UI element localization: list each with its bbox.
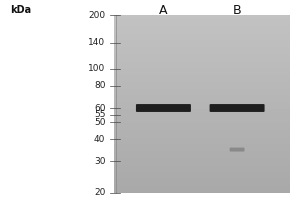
Text: 55: 55 <box>94 110 105 119</box>
Text: kDa: kDa <box>10 5 32 15</box>
Text: 140: 140 <box>88 38 105 47</box>
Text: B: B <box>233 4 242 17</box>
FancyBboxPatch shape <box>210 104 265 112</box>
Text: 200: 200 <box>88 11 105 20</box>
Text: 40: 40 <box>94 135 105 144</box>
FancyBboxPatch shape <box>136 104 191 112</box>
Text: 80: 80 <box>94 81 105 90</box>
FancyBboxPatch shape <box>230 148 244 152</box>
Text: 30: 30 <box>94 157 105 166</box>
Text: 60: 60 <box>94 104 105 113</box>
Text: A: A <box>159 4 168 17</box>
Text: 50: 50 <box>94 118 105 127</box>
Text: 100: 100 <box>88 64 105 73</box>
Text: 20: 20 <box>94 188 105 197</box>
